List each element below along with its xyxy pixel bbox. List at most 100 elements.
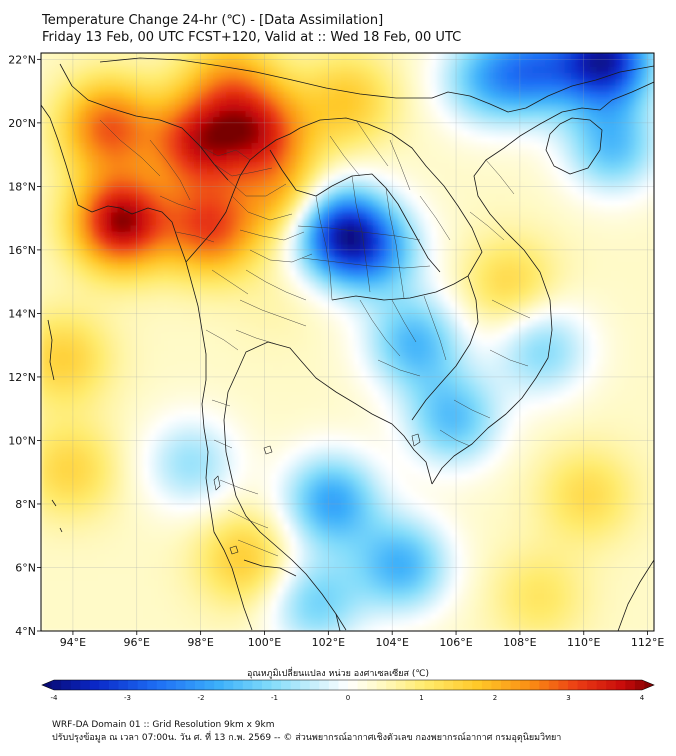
field-cell	[302, 357, 310, 366]
field-cell	[270, 554, 279, 562]
field-cell	[194, 561, 202, 569]
field-cell	[309, 535, 317, 543]
field-cell	[436, 478, 445, 486]
field-cell	[283, 516, 291, 524]
field-cell	[392, 453, 400, 461]
field-cell	[609, 554, 617, 562]
field-cell	[590, 376, 598, 385]
field-cell	[92, 383, 100, 391]
field-cell	[583, 453, 591, 461]
field-cell	[443, 402, 451, 410]
field-cell	[155, 529, 164, 537]
field-cell	[283, 364, 291, 372]
field-cell	[347, 567, 355, 575]
field-cell	[136, 415, 144, 423]
field-cell	[590, 491, 598, 499]
field-cell	[385, 592, 393, 601]
field-cell	[468, 415, 476, 423]
field-cell	[168, 313, 176, 321]
field-cell	[175, 434, 183, 442]
field-cell	[532, 446, 540, 454]
field-cell	[373, 345, 381, 353]
field-cell	[405, 300, 413, 308]
field-cell	[85, 459, 93, 467]
field-cell	[488, 465, 496, 474]
field-cell	[571, 491, 579, 499]
field-cell	[264, 592, 272, 601]
field-cell	[494, 561, 502, 569]
field-cell	[615, 599, 623, 607]
field-cell	[155, 586, 164, 594]
field-cell	[558, 345, 566, 353]
field-cell	[53, 542, 61, 550]
field-cell	[481, 624, 489, 631]
field-cell	[104, 624, 113, 631]
field-cell	[283, 427, 291, 435]
field-cell	[468, 611, 476, 620]
field-cell	[79, 611, 87, 620]
field-cell	[379, 434, 387, 442]
field-cell	[111, 383, 119, 391]
field-cell	[149, 542, 157, 550]
field-cell	[353, 408, 362, 416]
field-cell	[392, 580, 400, 588]
field-cell	[545, 300, 553, 308]
field-cell	[628, 427, 636, 435]
field-cell	[385, 554, 393, 562]
field-cell	[513, 529, 521, 537]
field-cell	[641, 307, 649, 315]
field-cell	[481, 326, 489, 334]
field-cell	[373, 561, 381, 569]
field-cell	[245, 307, 253, 315]
field-cell	[545, 402, 553, 410]
field-cell	[290, 523, 298, 531]
field-cell	[226, 586, 234, 594]
field-cell	[456, 421, 464, 429]
field-cell	[104, 497, 113, 505]
field-cell	[481, 300, 489, 308]
field-cell	[430, 300, 438, 308]
field-cell	[187, 542, 196, 550]
field-cell	[251, 624, 259, 631]
field-cell	[424, 357, 432, 366]
field-cell	[200, 408, 208, 416]
field-cell	[213, 421, 221, 429]
field-cell	[641, 351, 649, 359]
field-cell	[462, 567, 470, 575]
field-cell	[628, 542, 636, 550]
field-cell	[258, 561, 266, 569]
field-cell	[488, 484, 496, 493]
field-cell	[162, 421, 170, 429]
field-cell	[219, 421, 227, 429]
field-cell	[219, 497, 227, 505]
field-cell	[526, 523, 534, 531]
field-cell	[424, 624, 432, 631]
field-cell	[47, 383, 55, 391]
field-cell	[456, 554, 464, 562]
field-cell	[462, 389, 470, 397]
field-cell	[66, 326, 74, 334]
field-cell	[596, 573, 604, 581]
field-cell	[596, 510, 604, 518]
field-cell	[545, 624, 553, 631]
field-cell	[379, 427, 387, 435]
field-cell	[136, 567, 144, 575]
field-cell	[481, 529, 489, 537]
field-cell	[488, 370, 496, 378]
field-cell	[551, 484, 559, 493]
field-cell	[507, 440, 515, 448]
field-cell	[430, 523, 438, 531]
field-cell	[175, 313, 183, 321]
field-cell	[609, 484, 617, 493]
field-cell	[251, 465, 259, 474]
field-cell	[251, 542, 259, 550]
field-cell	[590, 529, 598, 537]
field-cell	[130, 580, 138, 588]
field-cell	[526, 396, 534, 404]
field-cell	[270, 427, 279, 435]
field-cell	[526, 573, 534, 581]
field-cell	[475, 453, 483, 461]
field-cell	[258, 510, 266, 518]
field-cell	[226, 453, 234, 461]
field-cell	[494, 516, 502, 524]
